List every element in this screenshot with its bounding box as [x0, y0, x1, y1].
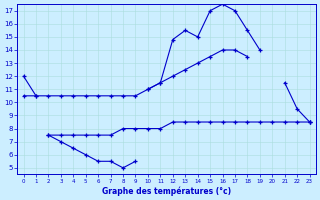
- X-axis label: Graphe des températures (°c): Graphe des températures (°c): [102, 186, 231, 196]
